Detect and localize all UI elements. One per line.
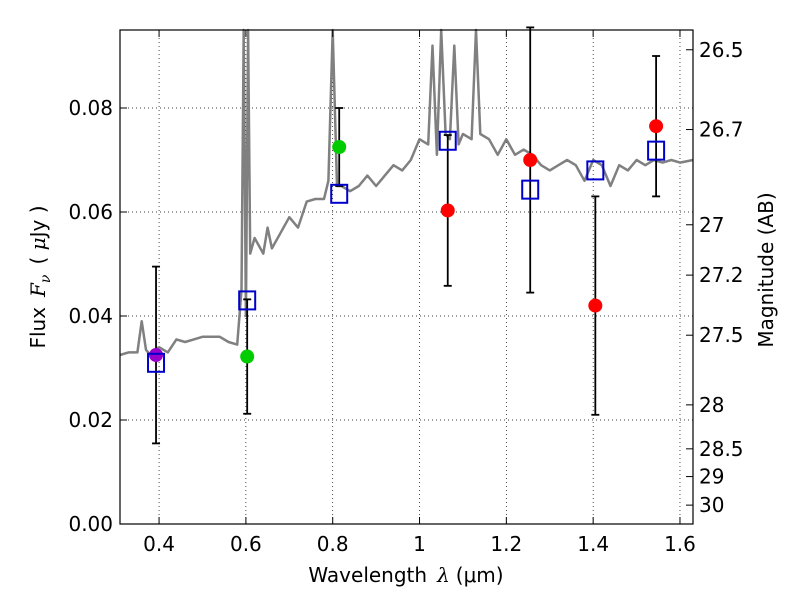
spectrum-line: [119, 28, 694, 357]
right-tick-label: 29: [699, 465, 724, 489]
flux-point: [240, 349, 255, 364]
x-tick-label: 1.2: [490, 532, 522, 556]
grid: [120, 30, 693, 524]
y-tick-label: 0.02: [68, 408, 113, 432]
y-axis-title-text: Flux: [26, 307, 50, 349]
x-tick-label: 1: [413, 532, 426, 556]
errorbar-layer: [152, 26, 661, 445]
y-tick-labels: 0.00 0.02 0.04 0.06 0.08: [68, 96, 113, 536]
y-axis-title-paren: (: [26, 250, 50, 264]
x-axis-title: Wavelength λ (μm): [308, 563, 503, 587]
y-axis-title-subscript: ν: [38, 274, 54, 283]
model-squares-layer: [147, 130, 666, 373]
right-axis-title: Magnitude (AB): [754, 192, 778, 347]
model-square: [238, 290, 257, 311]
right-tick-label: 27.5: [699, 323, 744, 347]
right-tick-label: 27: [699, 213, 724, 237]
flux-point: [588, 298, 603, 313]
plot-frame: [119, 29, 694, 525]
right-tick-label: 28: [699, 393, 724, 417]
y-axis-title-mu: μ: [26, 237, 50, 250]
right-tick-label: 28.5: [699, 437, 744, 461]
x-tick-labels: 0.4 0.6 0.8 1 1.2 1.4 1.6: [143, 532, 696, 556]
model-square: [438, 130, 457, 151]
x-axis-title-text: Wavelength: [308, 563, 427, 587]
spectrum-layer: [119, 28, 694, 357]
x-tick-label: 0.4: [143, 532, 175, 556]
flux-point: [332, 140, 347, 154]
x-tick-label: 0.8: [317, 532, 349, 556]
x-axis-title-symbol: λ: [436, 563, 450, 587]
y-tick-label: 0.06: [68, 200, 113, 224]
model-square: [647, 140, 666, 161]
flux-point: [523, 153, 538, 167]
y-axis-title-unit: Jy ): [26, 205, 50, 239]
y-tick-label: 0.08: [68, 96, 113, 120]
y-axis-title: Flux Fν ( μJy ): [26, 205, 54, 348]
model-square: [521, 179, 540, 200]
right-axis-tick-labels: 26.5 26.7 27 27.2 27.5 28 28.5 29 30: [699, 38, 744, 517]
x-axis-title-unit: (μm): [456, 563, 504, 587]
x-tick-label: 1.6: [664, 532, 696, 556]
model-square: [586, 160, 605, 181]
model-square: [147, 352, 166, 373]
flux-point: [440, 203, 455, 218]
x-tick-label: 1.4: [577, 532, 609, 556]
flux-point: [649, 119, 664, 134]
right-tick-label: 26.7: [699, 118, 744, 142]
tick-marks: [120, 30, 693, 525]
flux-points-layer: [149, 119, 664, 364]
y-axis-title-symbol: F: [26, 282, 50, 298]
right-tick-label: 30: [699, 493, 724, 517]
model-square: [330, 183, 349, 204]
right-tick-label: 27.2: [699, 263, 744, 287]
y-tick-label: 0.00: [68, 512, 113, 536]
y-tick-label: 0.04: [68, 304, 113, 328]
x-tick-label: 0.6: [230, 532, 262, 556]
flux-point: [149, 348, 164, 362]
right-tick-label: 26.5: [699, 38, 744, 62]
